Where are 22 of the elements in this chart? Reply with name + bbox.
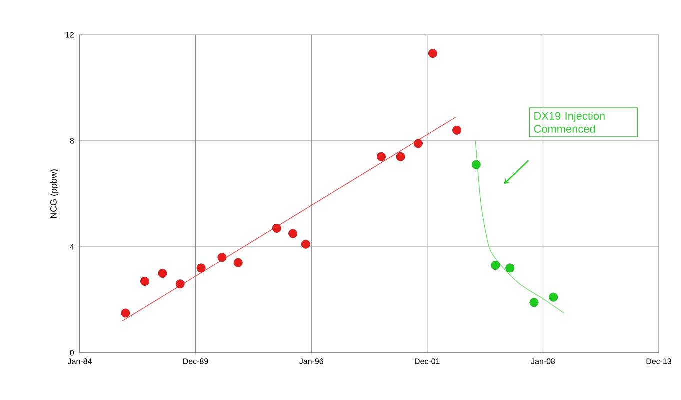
point [506,264,515,273]
point [234,258,243,268]
point [472,160,481,170]
line-series [475,140,565,314]
point [414,139,423,148]
point [158,269,168,278]
point [530,298,539,308]
point [176,280,185,289]
point [301,240,310,249]
point [288,229,298,238]
point [272,224,282,233]
point [218,253,227,262]
point [491,261,500,270]
point [376,152,386,162]
point [121,308,130,318]
point [196,264,206,273]
y-axis-title: NCG (ppbw) [50,170,59,218]
point [396,152,406,162]
point [428,49,438,58]
point [140,276,150,286]
point [549,292,558,302]
point [452,126,462,135]
